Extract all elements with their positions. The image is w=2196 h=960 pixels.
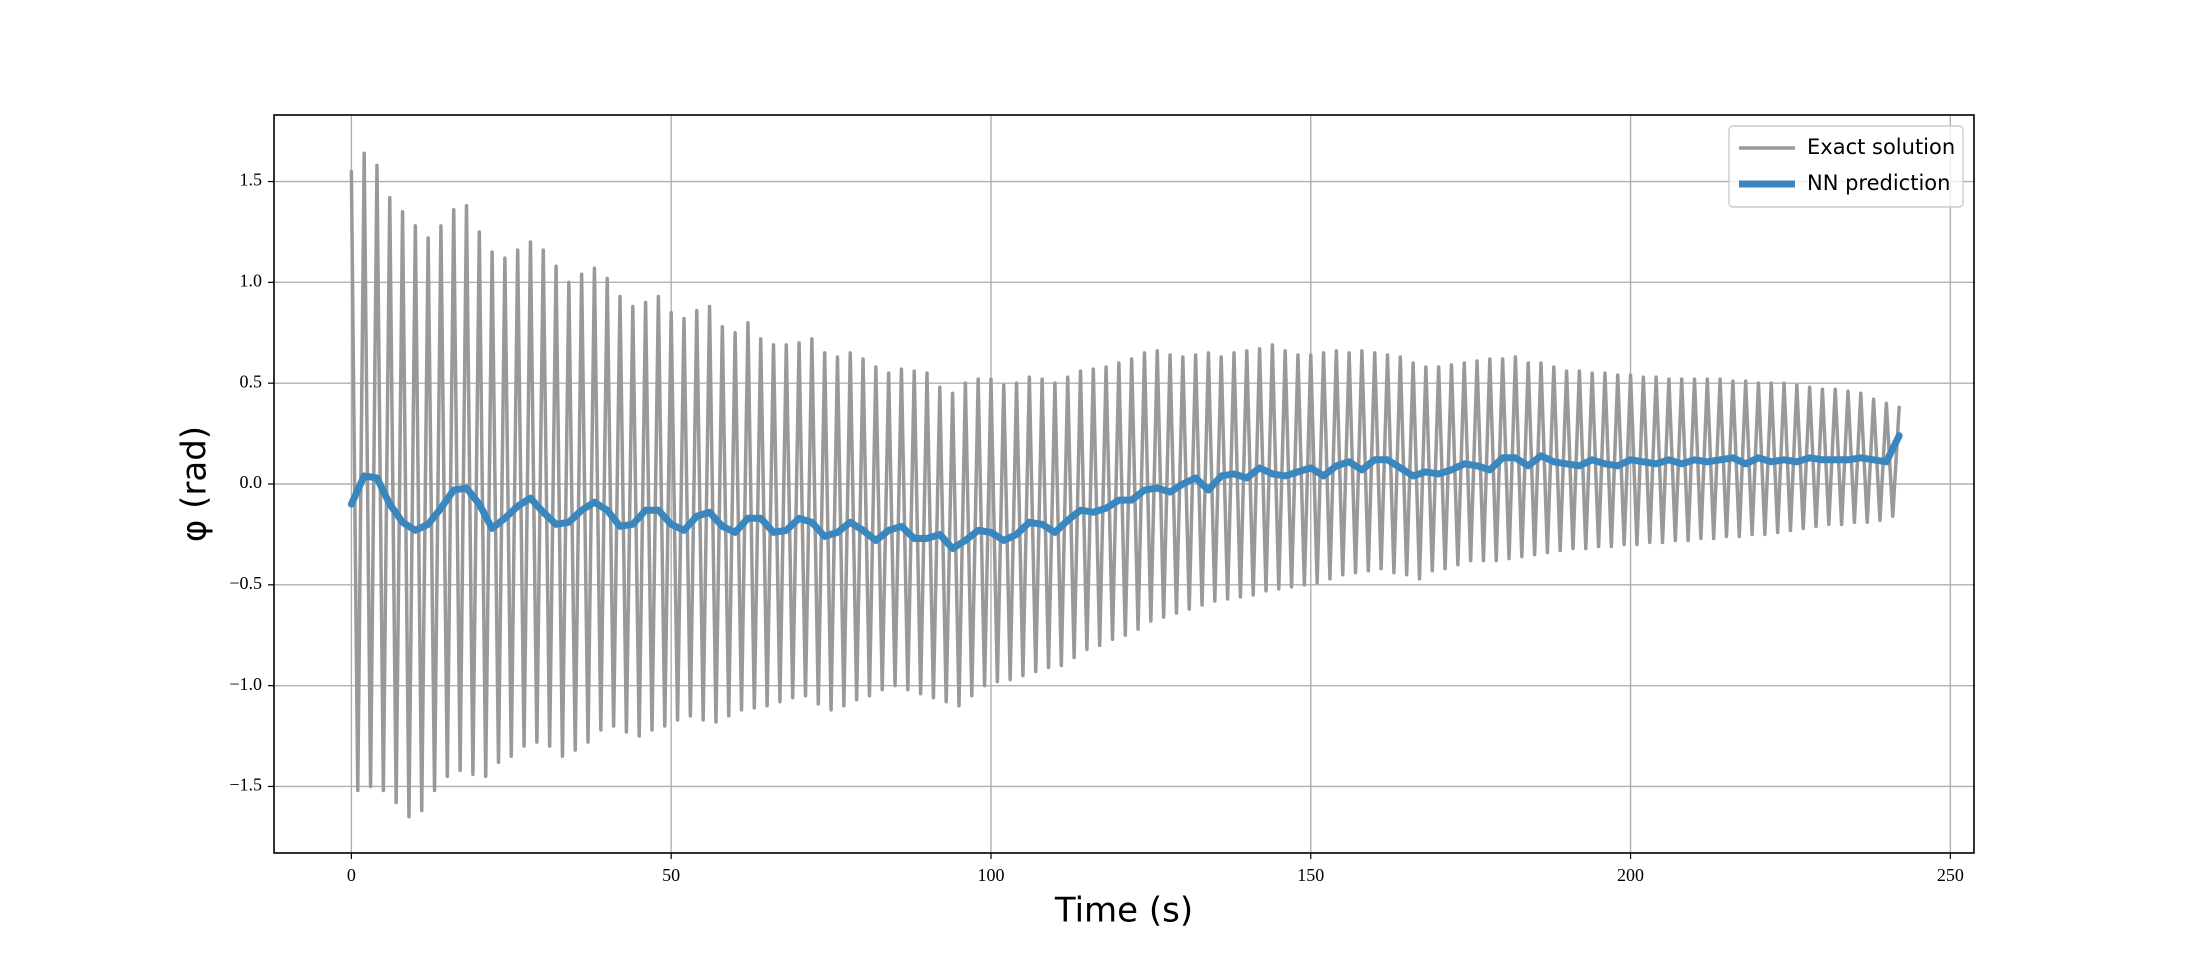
y-tick-label: −1.5 [229,775,262,795]
x-tick-label: 250 [1937,865,1964,885]
y-tick-label: 1.0 [240,270,263,290]
series-line [347,432,1903,553]
legend-label: Exact solution [1807,135,1955,159]
y-tick-label: −1.0 [229,674,262,694]
y-tick-label: 0.0 [240,472,263,492]
x-axis-label: Time (s) [1054,891,1193,931]
x-tick-label: 0 [347,865,356,885]
y-tick-label: −0.5 [229,573,262,593]
plot-area [347,151,1903,819]
series-line [349,151,1901,819]
y-axis-label: φ (rad) [175,426,215,542]
legend: Exact solution NN prediction [1728,125,1964,208]
x-tick-label: 150 [1297,865,1324,885]
y-tick-label: 1.5 [240,170,263,190]
x-tick-label: 50 [662,865,680,885]
ticks: 0 50 100 150 200 250 −1.5 −1.0 −0.5 0.0 0.5 1.0 1.5 [229,170,1963,885]
y-tick-label: 0.5 [240,371,263,391]
x-tick-label: 100 [977,865,1004,885]
legend-label: NN prediction [1807,171,1950,195]
x-tick-label: 200 [1617,865,1644,885]
